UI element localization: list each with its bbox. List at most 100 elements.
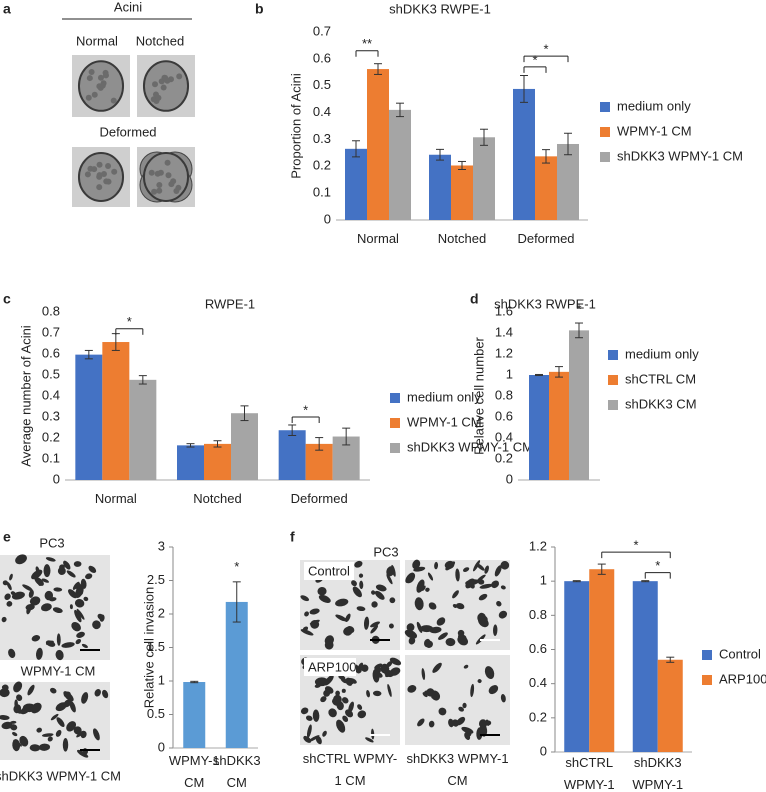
cell — [66, 721, 77, 732]
y-tick-label: 0.2 — [313, 158, 331, 173]
cell — [1, 616, 7, 623]
x-tick-label: Notched — [193, 491, 242, 506]
bar — [657, 659, 683, 752]
cell — [358, 573, 364, 578]
cell — [498, 610, 508, 619]
cell — [470, 683, 475, 698]
bar — [589, 569, 615, 752]
acinus-cell — [84, 171, 91, 178]
acinus-cell — [148, 169, 155, 176]
legend-label: WPMY-1 CM — [407, 414, 482, 429]
cell — [477, 612, 486, 623]
cell — [348, 701, 355, 713]
cell — [338, 675, 346, 680]
legend-label: Control — [719, 646, 761, 661]
cell — [324, 640, 334, 650]
cell — [76, 631, 85, 638]
cell — [38, 743, 51, 751]
cell — [448, 718, 454, 728]
bar — [278, 430, 306, 480]
cell — [318, 594, 331, 603]
cell — [309, 608, 320, 615]
cell — [61, 642, 75, 648]
cell — [55, 729, 62, 737]
y-tick-label: 1.2 — [529, 538, 547, 553]
y-tick-label: 1.2 — [495, 345, 513, 360]
acinus-cell — [156, 181, 163, 188]
cell — [22, 584, 33, 592]
y-tick-label: 0.8 — [42, 303, 60, 318]
acinus-cell — [85, 94, 92, 101]
legend-swatch — [600, 127, 610, 137]
cell — [417, 585, 423, 592]
panel-label: c — [3, 291, 11, 307]
legend-swatch — [600, 102, 610, 112]
x-tick-label: shCTRL WPMY-1 CM — [563, 755, 615, 792]
bar — [569, 330, 589, 480]
cell — [9, 573, 13, 581]
cell — [438, 632, 448, 640]
cell — [315, 735, 322, 745]
acinus-cell — [96, 161, 103, 168]
image-title: PC3 — [373, 544, 398, 559]
cell — [407, 685, 417, 693]
cell — [478, 593, 488, 601]
cell — [74, 598, 85, 608]
y-tick-label: 0.2 — [42, 429, 60, 444]
y-tick-label: 2 — [158, 605, 165, 620]
cell — [357, 704, 363, 710]
y-tick-label: 1 — [540, 573, 547, 588]
x-tick-label: shDKK3 CM — [212, 753, 261, 790]
y-tick-label: 0.8 — [495, 387, 513, 402]
panel-label: a — [3, 1, 11, 17]
cell — [375, 584, 387, 592]
cell — [41, 606, 49, 611]
legend-label: medium only — [617, 98, 691, 113]
cell — [332, 694, 342, 705]
cell — [408, 637, 416, 645]
cell — [413, 566, 426, 572]
cell — [496, 600, 502, 607]
acinus-cell — [175, 184, 182, 191]
significance-label: * — [127, 314, 132, 329]
cell — [45, 640, 54, 645]
y-tick-label: 1 — [506, 366, 513, 381]
cell — [20, 706, 31, 715]
bar — [204, 443, 231, 480]
y-tick-label: 0.7 — [313, 23, 331, 38]
cell — [66, 570, 76, 578]
legend-label: shCTRL CM — [625, 371, 696, 386]
legend-swatch — [390, 443, 400, 453]
cell — [370, 625, 379, 634]
bar — [513, 88, 535, 221]
cell — [97, 613, 105, 620]
y-tick-label: 0 — [53, 471, 60, 486]
cell — [320, 696, 327, 703]
cell — [31, 635, 41, 642]
acinus-cell — [156, 187, 163, 194]
acinus-cell — [91, 166, 98, 173]
cell — [452, 719, 459, 727]
cell — [312, 709, 320, 722]
cell — [479, 723, 488, 737]
image-caption: shDKK3 WPMY-1 CM — [406, 751, 509, 788]
bar — [75, 354, 103, 480]
x-tick-label: Deformed — [290, 491, 348, 506]
cell — [427, 572, 434, 581]
cell — [357, 710, 367, 719]
cell — [458, 706, 464, 712]
cell — [488, 685, 499, 695]
cell — [386, 566, 395, 577]
cell — [69, 701, 76, 713]
cell — [411, 634, 417, 639]
acinus-cell — [152, 81, 159, 88]
cell — [306, 724, 312, 738]
cell — [317, 586, 327, 596]
micrograph — [405, 655, 510, 745]
cell — [81, 692, 89, 704]
cell — [328, 708, 337, 718]
cell — [389, 597, 396, 604]
acinus-cell — [150, 96, 157, 103]
cell — [85, 573, 93, 580]
significance-label: * — [532, 52, 537, 67]
